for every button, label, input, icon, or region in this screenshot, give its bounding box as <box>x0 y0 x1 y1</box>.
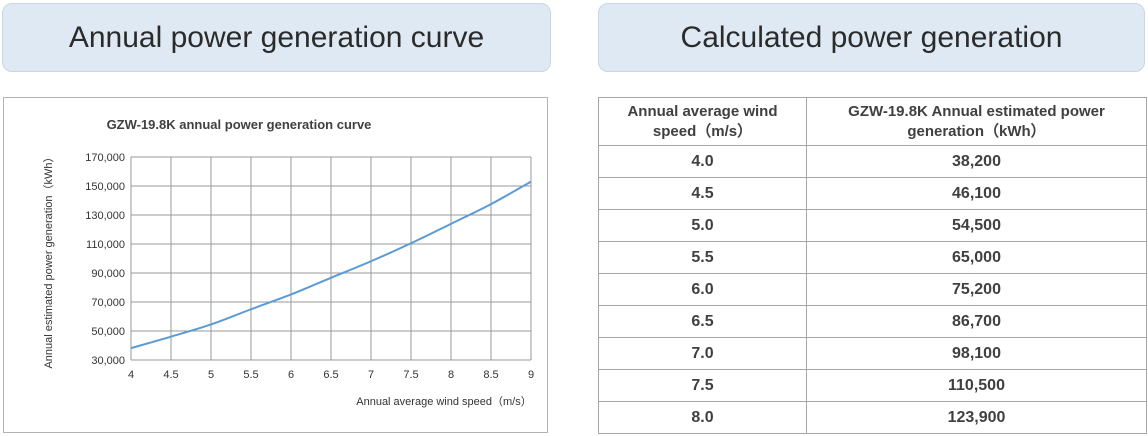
table-row: 7.0 98,100 <box>598 337 1147 370</box>
wind-speed-cell: 6.0 <box>598 273 807 306</box>
y-tick-label: 130,000 <box>85 210 125 222</box>
chart-title: GZW-19.8K annual power generation curve <box>107 117 372 132</box>
power-generation-cell: 75,200 <box>806 273 1147 306</box>
power-generation-cell: 65,000 <box>806 241 1147 274</box>
x-tick-label: 4.5 <box>163 369 178 381</box>
y-tick-label: 50,000 <box>91 326 125 338</box>
x-tick-label: 8 <box>448 369 454 381</box>
column-header-power-generation: GZW-19.8K Annual estimated power generat… <box>806 97 1147 146</box>
chart-panel: 30,000 50,000 70,000 90,000 110,000 130,000 15… <box>3 97 548 433</box>
power-generation-cell: 46,100 <box>806 177 1147 210</box>
table-header-row: Annual average wind speed（m/s） GZW-19.8K… <box>598 97 1147 146</box>
wind-speed-cell: 4.0 <box>598 145 807 178</box>
wind-speed-cell: 5.0 <box>598 209 807 242</box>
chart-section-header: Annual power generation curve <box>2 3 551 72</box>
x-tick-label: 7.5 <box>403 369 418 381</box>
y-tick-label: 150,000 <box>85 181 125 193</box>
x-tick-label: 9 <box>528 369 534 381</box>
power-generation-cell: 110,500 <box>806 369 1147 402</box>
table-section-header: Calculated power generation <box>598 3 1145 72</box>
table-row: 5.0 54,500 <box>598 209 1147 242</box>
x-tick-label: 6 <box>288 369 294 381</box>
table-row: 8.0 123,900 <box>598 401 1147 434</box>
power-curve-line <box>130 180 532 350</box>
column-header-wind-speed: Annual average wind speed（m/s） <box>598 97 807 146</box>
wind-speed-cell: 7.5 <box>598 369 807 402</box>
power-generation-cell: 98,100 <box>806 337 1147 370</box>
table-row: 5.5 65,000 <box>598 241 1147 274</box>
y-tick-label: 170,000 <box>85 152 125 164</box>
x-tick-label: 7 <box>368 369 374 381</box>
wind-speed-cell: 8.0 <box>598 401 807 434</box>
table-row: 4.5 46,100 <box>598 177 1147 210</box>
x-axis-label: Annual average wind speed（m/s） <box>356 395 531 408</box>
power-generation-cell: 123,900 <box>806 401 1147 434</box>
power-generation-cell: 38,200 <box>806 145 1147 178</box>
x-tick-label: 5.5 <box>243 369 258 381</box>
wind-speed-cell: 7.0 <box>598 337 807 370</box>
chart-section-header-text: Annual power generation curve <box>68 20 485 54</box>
x-axis-ticks: 4 4.5 5 5.5 6 6.5 7 7.5 8 8.5 9 <box>128 369 534 381</box>
y-tick-label: 30,000 <box>91 355 125 367</box>
x-tick-label: 8.5 <box>483 369 498 381</box>
table-section-header-text: Calculated power generation <box>680 20 1063 54</box>
power-generation-cell: 86,700 <box>806 305 1147 338</box>
wind-speed-cell: 4.5 <box>598 177 807 210</box>
table-row: 7.5 110,500 <box>598 369 1147 402</box>
x-tick-label: 6.5 <box>323 369 338 381</box>
x-tick-label: 5 <box>208 369 214 381</box>
wind-speed-cell: 5.5 <box>598 241 807 274</box>
power-curve-chart: 30,000 50,000 70,000 90,000 110,000 130,000 15… <box>42 117 534 408</box>
power-generation-cell: 54,500 <box>806 209 1147 242</box>
power-generation-table: Annual average wind speed（m/s） GZW-19.8K… <box>598 97 1147 434</box>
y-axis-ticks: 30,000 50,000 70,000 90,000 110,000 130,000 15… <box>85 152 125 367</box>
table-row: 6.5 86,700 <box>598 305 1147 338</box>
y-tick-label: 90,000 <box>91 268 125 280</box>
y-axis-label: Annual estimated power generation（kWh） <box>42 151 55 368</box>
wind-speed-cell: 6.5 <box>598 305 807 338</box>
x-tick-label: 4 <box>128 369 134 381</box>
table-row: 4.0 38,200 <box>598 145 1147 178</box>
table-row: 6.0 75,200 <box>598 273 1147 306</box>
y-tick-label: 70,000 <box>91 297 125 309</box>
y-tick-label: 110,000 <box>86 239 125 251</box>
table-body: 4.0 38,200 4.5 46,100 5.0 54,500 5.5 65,000 6.0 7… <box>598 145 1147 434</box>
chart-grid <box>130 156 532 361</box>
chart-series <box>130 180 532 350</box>
